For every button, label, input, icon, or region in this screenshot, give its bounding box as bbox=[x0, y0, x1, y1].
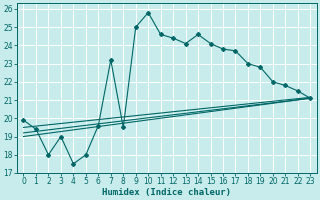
X-axis label: Humidex (Indice chaleur): Humidex (Indice chaleur) bbox=[102, 188, 231, 197]
